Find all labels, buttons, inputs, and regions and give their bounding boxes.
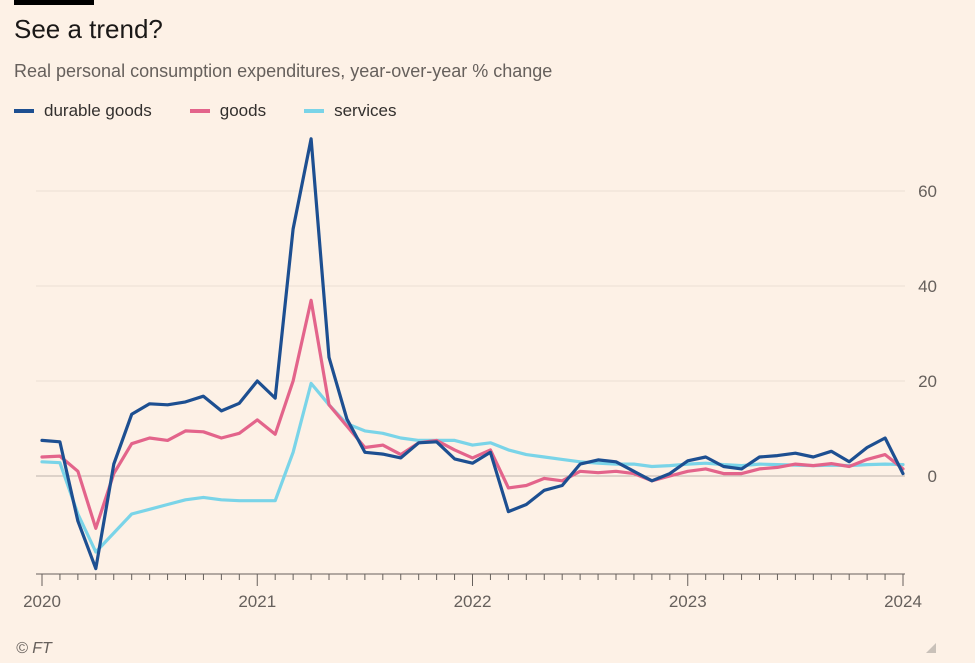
source-credit: © FT [16, 640, 52, 657]
resize-corner [926, 643, 936, 653]
chart-subtitle: Real personal consumption expenditures, … [14, 61, 553, 81]
gridlines [36, 190, 905, 477]
legend-swatch-durable-goods [14, 109, 34, 113]
legend-label-durable-goods: durable goods [44, 101, 152, 120]
series-lines [40, 137, 905, 571]
legend: durable goods goods services [14, 101, 396, 121]
chart-title: See a trend? [14, 14, 163, 44]
x-tick-label: 2022 [454, 592, 492, 611]
x-tick-label: 2021 [238, 592, 276, 611]
series-line-durable-goods [40, 137, 905, 571]
legend-swatch-goods [189, 109, 210, 113]
legend-label-goods: goods [219, 101, 267, 120]
legend-item-durable-goods: durable goods [14, 101, 152, 121]
x-tick-label: 2020 [23, 592, 61, 611]
y-tick-label: 20 [918, 372, 937, 391]
series-line-services [40, 381, 905, 554]
x-tick-label: 2024 [884, 592, 922, 611]
y-tick-label: 40 [918, 277, 937, 296]
y-tick-label: 0 [928, 467, 937, 486]
y-tick-label: 60 [918, 182, 937, 201]
x-axis: 2020 2021 2022 2023 2024 [23, 573, 922, 611]
legend-item-goods: goods [189, 101, 267, 121]
y-axis-labels: 0 20 40 60 [918, 182, 937, 486]
legend-item-services: services [304, 101, 396, 121]
series-line-goods [40, 298, 905, 530]
legend-swatch-services [304, 109, 325, 113]
brand-bar [14, 0, 94, 5]
x-tick-label: 2023 [669, 592, 707, 611]
legend-label-services: services [334, 101, 397, 120]
